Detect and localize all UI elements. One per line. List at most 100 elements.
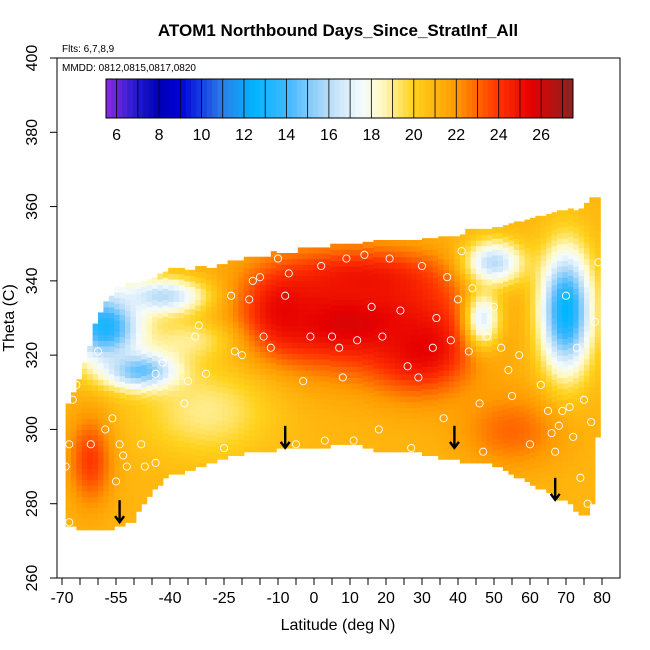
field-cell <box>557 449 563 457</box>
field-cell <box>470 323 477 330</box>
field-cell <box>173 312 180 319</box>
field-cell <box>540 427 547 434</box>
field-cell <box>508 279 515 286</box>
field-cell <box>443 347 450 354</box>
field-cell <box>125 366 131 373</box>
field-cell <box>168 267 175 275</box>
field-cell <box>438 258 445 265</box>
field-cell <box>400 301 407 308</box>
field-cell <box>432 288 439 295</box>
field-cell <box>497 288 504 295</box>
field-cell <box>405 240 412 247</box>
field-cell <box>162 344 169 351</box>
field-cell <box>368 409 374 416</box>
field-cell <box>152 410 158 418</box>
field-cell <box>551 373 558 380</box>
field-cell <box>157 423 164 431</box>
field-cell <box>519 288 526 295</box>
field-cell <box>476 273 482 280</box>
field-cell <box>200 293 207 301</box>
field-cell <box>260 418 266 425</box>
field-cell <box>438 414 445 421</box>
field-cell <box>546 264 553 271</box>
field-cell <box>546 342 553 349</box>
field-cell <box>233 344 239 351</box>
field-cell <box>254 306 261 314</box>
field-cell <box>103 390 110 397</box>
field-cell <box>459 273 466 280</box>
field-cell <box>573 293 580 301</box>
field-cell <box>416 412 423 419</box>
field-cell <box>351 394 358 401</box>
field-cell <box>319 258 326 265</box>
x-tick-label: 50 <box>485 590 503 607</box>
field-cell <box>233 416 239 423</box>
field-cell <box>135 316 142 323</box>
field-cell <box>497 405 504 412</box>
field-cell <box>87 440 94 447</box>
field-cell <box>141 498 148 505</box>
field-cell <box>125 511 131 518</box>
field-cell <box>87 429 94 436</box>
field-cell <box>557 221 563 228</box>
field-cell <box>162 371 169 379</box>
field-cell <box>422 394 428 401</box>
field-cell <box>216 303 223 310</box>
field-cell <box>103 379 110 386</box>
field-cell <box>233 399 239 406</box>
field-cell <box>260 384 266 392</box>
field-cell <box>508 357 515 364</box>
field-cell <box>249 279 256 286</box>
field-cell <box>330 321 337 328</box>
field-cell <box>497 377 504 384</box>
field-cell <box>281 280 288 288</box>
field-cell <box>449 308 455 315</box>
field-cell <box>546 475 553 483</box>
field-cell <box>573 232 580 239</box>
field-cell <box>184 269 191 276</box>
field-cell <box>125 494 131 501</box>
field-cell <box>179 362 185 369</box>
field-cell <box>486 396 493 403</box>
field-cell <box>524 431 531 438</box>
field-cell <box>492 305 499 312</box>
field-cell <box>173 373 180 380</box>
field-cell <box>584 475 590 483</box>
field-cell <box>351 316 358 323</box>
field-cell <box>270 329 277 336</box>
field-cell <box>362 403 369 410</box>
field-cell <box>519 327 526 334</box>
field-cell <box>405 418 412 425</box>
field-cell <box>324 303 331 310</box>
field-cell <box>524 409 531 416</box>
field-cell <box>422 288 428 295</box>
field-cell <box>157 329 164 336</box>
field-cell <box>567 414 574 421</box>
field-cell <box>368 431 374 438</box>
field-cell <box>416 368 423 375</box>
field-cell <box>492 249 499 256</box>
field-cell <box>184 459 191 466</box>
field-cell <box>265 407 272 414</box>
field-cell <box>368 297 374 304</box>
field-cell <box>589 475 596 483</box>
field-cell <box>206 267 212 275</box>
field-cell <box>281 269 288 276</box>
field-cell <box>384 301 391 308</box>
field-cell <box>324 275 331 282</box>
field-cell <box>459 245 466 252</box>
field-cell <box>335 254 342 262</box>
field-cell <box>227 282 234 289</box>
field-cell <box>184 464 191 471</box>
field-cell <box>459 256 466 263</box>
field-cell <box>546 269 553 276</box>
field-cell <box>470 379 477 386</box>
field-cell <box>260 412 266 419</box>
field-cell <box>351 355 358 362</box>
field-cell <box>459 396 466 403</box>
field-cell <box>222 436 229 444</box>
field-cell <box>465 446 472 453</box>
field-cell <box>87 373 94 380</box>
field-cell <box>270 301 277 308</box>
field-cell <box>162 427 169 434</box>
